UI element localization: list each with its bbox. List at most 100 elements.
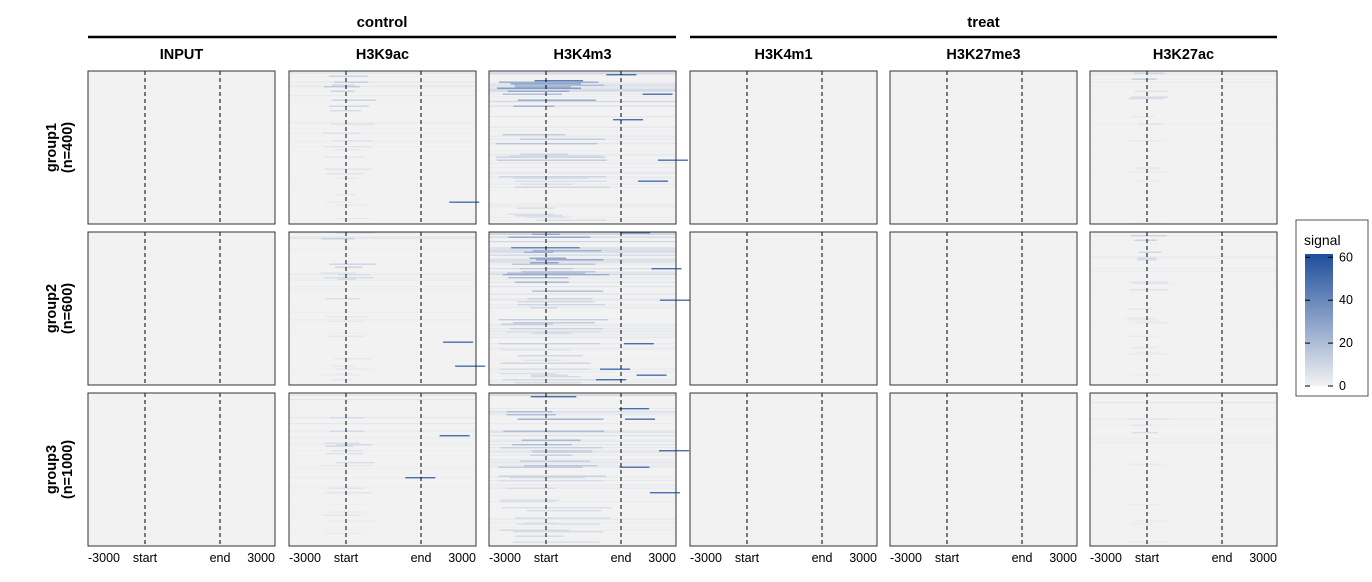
row-label-group1: group1 (n=400) xyxy=(44,122,76,173)
signal-row xyxy=(489,141,676,143)
signal-row xyxy=(289,514,476,516)
signal-segment xyxy=(329,263,377,265)
signal-segment xyxy=(1130,523,1154,525)
signal-row xyxy=(289,274,476,276)
signal-segment xyxy=(1127,171,1170,173)
x-tick--3000: -3000 xyxy=(489,551,521,565)
signal-row xyxy=(289,248,476,250)
signal-segment xyxy=(326,520,376,522)
signal-segment xyxy=(511,247,580,249)
signal-spot xyxy=(620,232,651,234)
signal-row xyxy=(289,232,476,234)
signal-row xyxy=(1090,322,1277,324)
signal-segment xyxy=(536,219,607,221)
signal-segment xyxy=(334,81,369,83)
signal-spot xyxy=(638,180,669,182)
signal-segment xyxy=(509,155,602,157)
signal-row xyxy=(489,307,676,309)
signal-row xyxy=(289,399,476,401)
signal-segment xyxy=(517,207,555,209)
signal-segment xyxy=(501,507,612,509)
panel-border xyxy=(488,70,677,225)
signal-row xyxy=(489,232,676,234)
signal-row xyxy=(289,185,476,187)
signal-segment xyxy=(1128,319,1158,321)
signal-row xyxy=(489,376,676,378)
signal-row xyxy=(489,394,676,396)
signal-row xyxy=(489,329,676,331)
column-title-h3k27me3: H3K27me3 xyxy=(946,47,1020,63)
signal-row xyxy=(1090,424,1277,426)
signal-segment xyxy=(502,379,610,381)
signal-row xyxy=(489,408,676,410)
signal-row xyxy=(489,262,676,264)
signal-spot xyxy=(659,450,690,452)
signal-row xyxy=(489,135,676,137)
signal-row xyxy=(489,454,676,456)
signal-segment xyxy=(324,156,365,158)
signal-row xyxy=(489,241,676,243)
signal-segment xyxy=(498,475,607,477)
panel-border xyxy=(288,70,477,225)
signal-segment xyxy=(324,532,362,534)
signal-segment xyxy=(1126,317,1154,319)
signal-row xyxy=(1090,441,1277,443)
signal-segment xyxy=(321,238,355,240)
signal-segment xyxy=(505,487,555,489)
signal-spot xyxy=(623,343,654,345)
signal-segment xyxy=(500,447,603,449)
signal-segment xyxy=(320,272,357,274)
signal-spot xyxy=(596,379,627,381)
signal-segment xyxy=(1130,374,1163,376)
signal-segment xyxy=(516,523,601,525)
signal-row xyxy=(289,81,476,83)
signal-row xyxy=(489,356,676,358)
panel-group3-h3k9ac xyxy=(288,392,477,547)
signal-row xyxy=(489,519,676,521)
signal-segment xyxy=(1132,432,1159,434)
signal-row xyxy=(289,84,476,86)
signal-segment xyxy=(1137,320,1161,322)
signal-segment xyxy=(499,368,590,370)
x-tick-3000: 3000 xyxy=(1049,551,1077,565)
signal-segment xyxy=(520,460,591,462)
signal-spot xyxy=(651,268,682,270)
signal-segment xyxy=(496,159,608,161)
signal-spot xyxy=(443,341,474,343)
panel-border xyxy=(1089,231,1278,386)
signal-spot xyxy=(657,159,688,161)
column-title-h3k4m3: H3K4m3 xyxy=(553,47,611,63)
signal-row xyxy=(489,423,676,425)
signal-segment xyxy=(321,465,373,467)
signal-segment xyxy=(1133,72,1165,74)
legend-tick-label-60: 60 xyxy=(1339,250,1353,264)
x-tick-end: end xyxy=(210,551,231,565)
panel-background xyxy=(88,232,275,385)
signal-row xyxy=(489,411,676,413)
signal-segment xyxy=(337,278,356,280)
panel-border xyxy=(889,70,1078,225)
signal-segment xyxy=(515,517,611,519)
signal-row xyxy=(289,280,476,282)
signal-row xyxy=(289,465,476,467)
signal-row xyxy=(289,122,476,124)
signal-row xyxy=(1090,257,1277,259)
signal-row xyxy=(1090,418,1277,420)
panel-group3-h3k27ac xyxy=(1089,392,1278,547)
panel-group3-h3k27me3 xyxy=(889,392,1078,547)
signal-row xyxy=(489,116,676,118)
signal-row xyxy=(489,325,676,327)
signal-row xyxy=(1090,81,1277,83)
signal-segment xyxy=(1131,78,1157,80)
signal-segment xyxy=(337,274,370,276)
signal-segment xyxy=(332,140,373,142)
signal-row xyxy=(489,323,676,325)
panel-group2-input xyxy=(87,231,276,386)
signal-spot xyxy=(619,466,650,468)
signal-spot xyxy=(659,299,690,301)
signal-row xyxy=(489,334,676,336)
panel-background xyxy=(690,71,877,224)
signal-row xyxy=(1090,271,1277,273)
column-title-h3k4m1: H3K4m1 xyxy=(754,47,812,63)
signal-segment xyxy=(520,138,605,140)
